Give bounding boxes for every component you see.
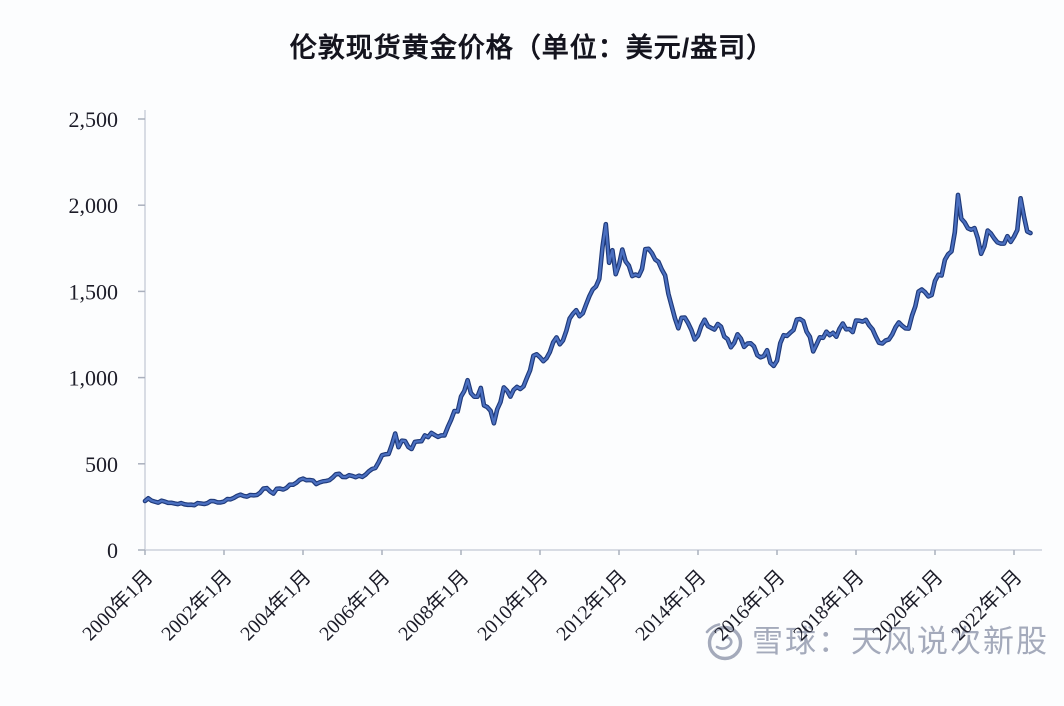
price-line-edge xyxy=(142,192,1033,508)
x-tick-label: 2020年1月 xyxy=(868,565,948,645)
y-tick-label: 1,000 xyxy=(69,366,119,391)
y-tick-label: 1,500 xyxy=(69,279,119,304)
x-tick-label: 2004年1月 xyxy=(236,565,316,645)
x-tick-label: 2014年1月 xyxy=(631,565,711,645)
watermark: 雪球：天风说次新股 xyxy=(704,616,1049,668)
price-line xyxy=(143,193,1032,507)
watermark-text: 雪球：天风说次新股 xyxy=(752,624,1049,659)
x-tick-label: 2018年1月 xyxy=(789,565,869,645)
xueqiu-snowball-logo xyxy=(705,623,743,661)
x-tick-label: 2010年1月 xyxy=(473,565,553,645)
x-tick-label: 2016年1月 xyxy=(710,565,790,645)
y-tick-label: 2,500 xyxy=(69,107,119,132)
x-tick-label: 2008年1月 xyxy=(394,565,474,645)
y-tick-label: 0 xyxy=(107,538,118,563)
x-tick-label: 2000年1月 xyxy=(78,565,158,645)
x-tick-label: 2022年1月 xyxy=(947,565,1027,645)
x-tick-label: 2002年1月 xyxy=(157,565,237,645)
y-tick-label: 500 xyxy=(85,452,118,477)
chart-title: 伦敦现货黄金价格（单位：美元/盎司） xyxy=(289,33,775,63)
x-tick-label: 2012年1月 xyxy=(552,565,632,645)
x-tick-label: 2006年1月 xyxy=(315,565,395,645)
y-tick-label: 2,000 xyxy=(69,193,119,218)
